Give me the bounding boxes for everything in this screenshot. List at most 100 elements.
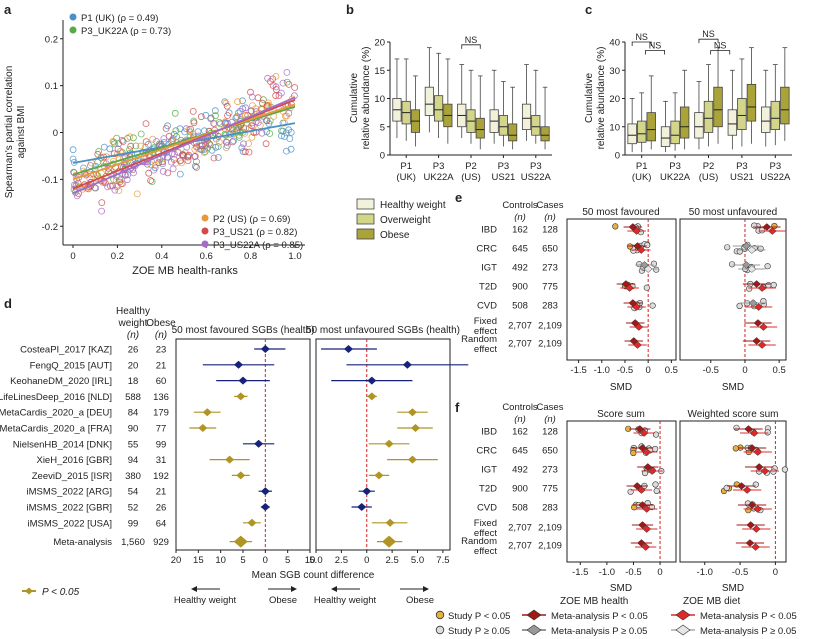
scatter-point <box>95 147 103 155</box>
study-point <box>751 222 758 229</box>
x-axis-label: Mean SGB count difference <box>252 570 375 581</box>
x-tick-label: 20 <box>171 555 182 566</box>
legend-marker <box>69 26 77 34</box>
ns-annotation: NS <box>465 35 478 45</box>
scatter-point <box>122 171 129 179</box>
arrow-label-right-2: Obese <box>406 595 434 606</box>
box-body <box>637 120 647 143</box>
healthy-n: 94 <box>128 455 139 466</box>
x-axis-label-right: SMD <box>722 583 744 594</box>
x-tick-label: 0 <box>657 567 662 578</box>
category-label: P3 <box>769 161 781 172</box>
legend-diet-title: ZOE MB diet <box>683 596 740 607</box>
forest-rows: IBD 162 128 CRC 645 650 IGT 492 273 T2D 900 775 CVD 5… <box>461 219 786 360</box>
scatter-point <box>285 109 293 117</box>
col-controls-line1: Controls <box>502 402 538 413</box>
scatter-point <box>278 132 285 140</box>
effect-diamond <box>234 360 244 369</box>
obese-n: 21 <box>156 360 167 371</box>
scatter-point <box>247 88 254 96</box>
meta-diamond <box>759 323 768 331</box>
meta-diamond <box>638 444 647 452</box>
scatter-point <box>283 78 291 86</box>
col-controls-line2: (n) <box>514 212 526 223</box>
row-label: CRC <box>476 446 497 457</box>
scatter-point <box>269 82 277 89</box>
meta-diamond <box>752 280 761 288</box>
fit-line <box>72 105 296 176</box>
study-point <box>733 424 740 431</box>
legend-marker <box>69 13 77 21</box>
row-label: Random <box>461 334 497 345</box>
scatter-point <box>291 84 299 91</box>
scatter-point <box>126 133 134 141</box>
scatter-point <box>107 182 114 190</box>
box-body <box>660 126 671 147</box>
row-label: IGT <box>481 465 497 476</box>
scatter-point <box>211 107 219 115</box>
y-tick-label: 10 <box>609 122 620 133</box>
scatter-point <box>202 137 210 145</box>
x-tick-label: 0.2 <box>111 251 124 262</box>
box-body <box>727 109 738 136</box>
ns-bracket <box>710 50 731 55</box>
box-body <box>770 100 780 130</box>
row-label: IBD <box>481 427 497 438</box>
obese-n: 136 <box>153 392 169 403</box>
meta-diamond <box>757 341 767 349</box>
legend: Healthy weight Overweight Obese <box>356 198 446 241</box>
left-forest-title: Score sum <box>597 409 645 420</box>
forest-rows: CosteaPI_2017 [KAZ] 26 23 FengQ_2015 [AUT] 2… <box>0 339 469 550</box>
scatter-point <box>104 183 111 191</box>
meta-diamond <box>639 429 649 437</box>
effect-diamond <box>260 503 270 511</box>
effect-diamond <box>343 345 353 353</box>
scatter-point <box>169 135 177 142</box>
scatter-point <box>153 138 161 145</box>
category-label: (US) <box>461 172 481 183</box>
x-tick-label: 5.0 <box>411 555 424 566</box>
arrow-right-2-head <box>423 586 429 592</box>
study-point <box>764 263 771 270</box>
meta-diamond <box>633 341 642 349</box>
meta-diamond <box>762 223 772 231</box>
effect-diamond <box>374 471 384 480</box>
col-cases-line1: Cases <box>537 402 564 413</box>
meta-diamond <box>642 448 652 456</box>
meta-diamond <box>747 246 757 254</box>
cases-n: 775 <box>542 484 558 495</box>
meta-diamond <box>632 227 641 235</box>
scatter-point <box>155 159 163 167</box>
effect-diamond <box>247 518 257 527</box>
scatter-point <box>187 125 195 133</box>
scatter-point <box>169 165 177 173</box>
row-label: CVD <box>477 301 497 312</box>
y-axis-label-line1: Cumulative <box>584 73 595 123</box>
obese-n: 929 <box>153 537 169 548</box>
legend-study-sig-marker <box>435 610 445 620</box>
scatter-point <box>275 92 283 99</box>
meta-diamond <box>642 505 652 513</box>
y-ticks: 0 10 20 30 40 <box>609 38 625 162</box>
scatter-point <box>272 92 280 100</box>
study-point <box>764 429 771 436</box>
meta-diamond <box>767 227 777 235</box>
study-point <box>724 244 731 251</box>
healthy-n: 380 <box>125 471 141 482</box>
meta-diamond <box>751 543 760 551</box>
scatter-point <box>133 190 141 198</box>
obese-n: 23 <box>156 345 167 356</box>
scatter-point <box>142 120 150 127</box>
meta-diamond <box>643 463 653 471</box>
scatter-point <box>150 166 158 174</box>
obese-n: 21 <box>156 487 167 498</box>
legend-label: P3_US21 (ρ = 0.82) <box>213 227 297 238</box>
y-tick-label: 10 <box>374 94 385 105</box>
category-label: US22A <box>760 172 791 183</box>
scatter-point <box>164 169 172 177</box>
healthy-n: 99 <box>128 518 139 529</box>
effect-diamond <box>260 345 270 353</box>
y-tick-label: -0.1 <box>42 175 58 186</box>
